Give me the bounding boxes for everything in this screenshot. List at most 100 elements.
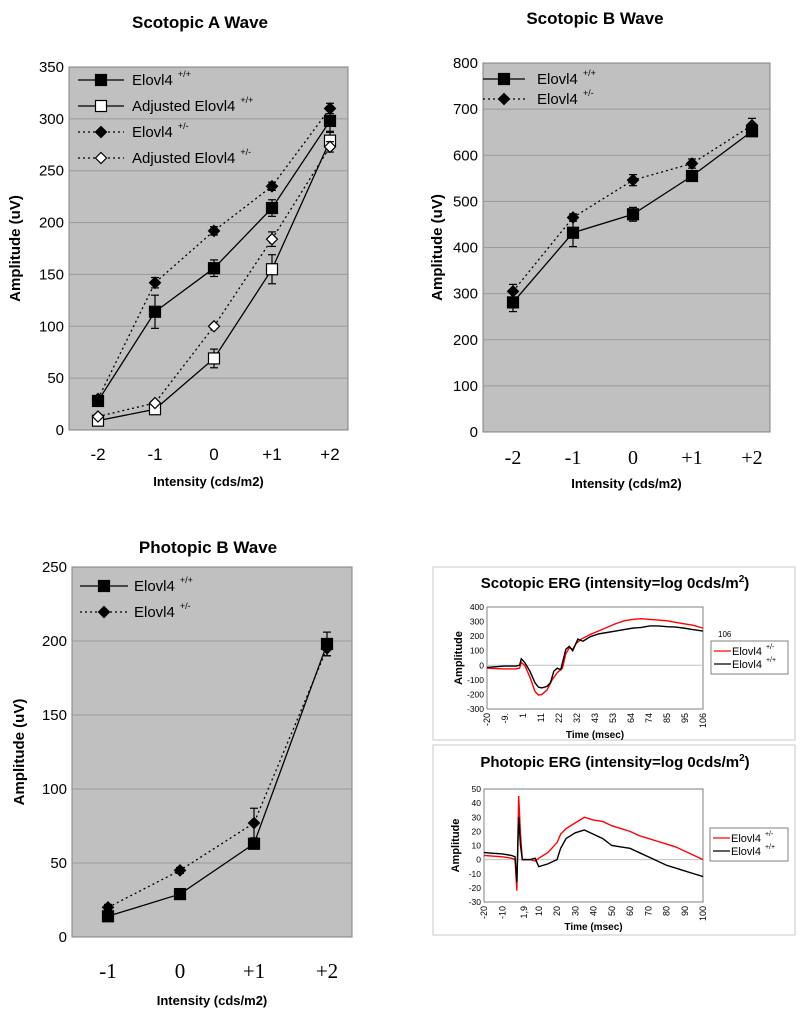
- x-tick-label: 0: [175, 959, 186, 983]
- y-tick-label: 500: [453, 193, 478, 210]
- data-point: [247, 816, 261, 830]
- x-tick-label: 20: [552, 906, 562, 916]
- y-tick-label: 200: [470, 631, 484, 641]
- plot-area: [486, 606, 704, 710]
- y-tick-label: 400: [453, 240, 478, 257]
- legend-name: Elovl4: [731, 846, 761, 858]
- y-tick-label: 200: [39, 215, 64, 232]
- legend-name: Elovl4: [732, 659, 762, 671]
- plot-area: [71, 566, 353, 938]
- legend-name: Elovl4: [732, 646, 762, 658]
- y-tick-label: 50: [50, 855, 67, 872]
- x-tick-label: 64: [626, 713, 636, 723]
- y-tick-label: 100: [42, 781, 67, 798]
- chart-title: Photopic B Wave: [139, 538, 277, 557]
- data-point: [207, 319, 221, 333]
- legend-label: Adjusted Elovl4 +/-: [132, 147, 251, 167]
- legend-item: Adjusted Elovl4 +/-: [78, 147, 251, 167]
- y-tick-label: -300: [467, 704, 484, 714]
- x-axis-label: Intensity (cds/m2): [153, 474, 264, 489]
- legend-name: Adjusted Elovl4: [132, 98, 235, 115]
- x-tick-label: 106: [698, 713, 708, 728]
- y-tick-label: 40: [472, 798, 482, 808]
- y-axis-label: Amplitude: [450, 819, 462, 873]
- panel-title: Scotopic ERG (intensity=log 0cds/m2): [481, 574, 750, 592]
- data-point: [207, 224, 221, 238]
- series-line: [97, 108, 331, 400]
- y-axis-label: Amplitude (uV): [11, 699, 28, 806]
- y-tick-label: 100: [39, 318, 64, 335]
- legend-genotype: +/-: [180, 601, 191, 611]
- y-tick-label: 150: [39, 266, 64, 283]
- legend-marker: [497, 92, 511, 106]
- y-tick-label: 200: [42, 633, 67, 650]
- chart-title: Scotopic B Wave: [526, 9, 663, 28]
- series-4: [91, 140, 337, 423]
- legend-label: Elovl4 +/-: [134, 601, 191, 621]
- data-point: [566, 211, 580, 224]
- y-axis-label: Amplitude: [453, 631, 465, 685]
- data-point: [173, 887, 187, 901]
- x-tick-label: +1: [681, 447, 702, 469]
- y-tick-label: -100: [467, 675, 484, 685]
- y-tick-label: 800: [453, 55, 478, 72]
- x-tick-label: -9.: [500, 713, 510, 724]
- title-text: Scotopic ERG (intensity=log 0cds/m: [481, 575, 739, 592]
- legend-genotype: +/-: [766, 644, 775, 651]
- y-tick-label: 10: [472, 841, 482, 851]
- x-tick-label: 53: [608, 713, 618, 723]
- series-2: [506, 117, 759, 299]
- legend-item: Elovl4 +/-: [80, 601, 191, 621]
- x-tick-label: 70: [643, 906, 653, 916]
- legend-label: Elovl4 +/-: [731, 831, 774, 845]
- x-tick-label: 95: [680, 713, 690, 723]
- legend-genotype: +/+: [766, 657, 776, 664]
- y-tick-label: 300: [39, 111, 64, 128]
- x-tick-label: -10: [497, 906, 507, 919]
- trace-wildtype: [486, 625, 704, 689]
- title-superscript: 2: [739, 574, 745, 585]
- y-tick-label: 200: [453, 332, 478, 349]
- legend-marker: [94, 125, 108, 139]
- legend-genotype: +/+: [583, 68, 596, 78]
- x-tick-label: 50: [607, 906, 617, 916]
- data-point: [566, 226, 580, 239]
- x-tick-label: 43: [590, 713, 600, 723]
- title-superscript: 2: [739, 753, 745, 764]
- y-tick-label: -10: [469, 869, 482, 879]
- legend-name: Elovl4: [134, 578, 175, 595]
- legend: Elovl4 +/- Elovl4 +/+: [709, 827, 789, 862]
- data-point: [247, 837, 261, 850]
- x-tick-label: -20: [482, 713, 492, 726]
- y-tick-label: 0: [479, 660, 484, 670]
- legend-item: Adjusted Elovl4 +/+: [78, 95, 253, 115]
- legend-name: Elovl4: [132, 72, 173, 89]
- legend-genotype: +/-: [765, 831, 774, 838]
- x-tick-label: 0: [628, 447, 638, 469]
- x-tick-label: +1: [262, 445, 281, 464]
- x-tick-label: 74: [644, 713, 654, 723]
- data-point: [265, 179, 279, 193]
- series-line: [107, 643, 328, 917]
- data-point: [148, 305, 162, 318]
- x-tick-label: -1: [99, 959, 117, 983]
- legend-label: Elovl4 +/-: [132, 121, 189, 141]
- legend-marker: [497, 72, 511, 86]
- x-tick-label: 22: [554, 713, 564, 723]
- x-axis-label: Intensity (cds/m2): [157, 993, 268, 1008]
- data-point: [101, 901, 115, 914]
- trace-heterozygous: [483, 796, 704, 891]
- legend-genotype: +/-: [240, 147, 251, 157]
- y-tick-label: 700: [453, 101, 478, 118]
- y-tick-label: 20: [472, 826, 482, 836]
- data-point: [320, 642, 334, 655]
- legend-box: [709, 827, 789, 862]
- x-tick-label: 1: [518, 713, 528, 718]
- y-axis-label: Amplitude (uV): [7, 195, 24, 302]
- legend-label: Adjusted Elovl4 +/+: [132, 95, 253, 115]
- legend-genotype: +/+: [240, 95, 253, 105]
- data-point: [506, 284, 520, 298]
- y-tick-label: -20: [469, 883, 482, 893]
- legend-item: Elovl4 +/+: [483, 68, 596, 88]
